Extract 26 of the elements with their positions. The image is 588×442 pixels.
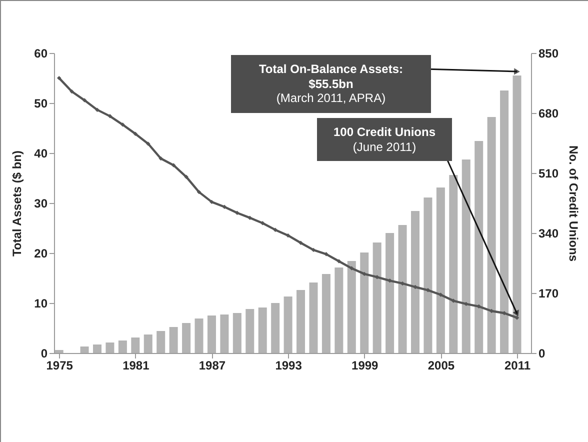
x-tick-label: 2011 xyxy=(504,358,531,372)
y-axis-title: Total Assets ($ bn) xyxy=(10,150,24,257)
y2-tick-label: 680 xyxy=(538,106,559,120)
annotation: Total On-Balance Assets: $55.5bn (March 2011, APRA) xyxy=(258,62,404,106)
annotation: 100 Credit Unions (June 2011) xyxy=(333,125,436,154)
x-tick-label: 1999 xyxy=(352,358,379,372)
x-tick-label: 1981 xyxy=(122,358,150,372)
y2-axis-title: No. of Credit Unions xyxy=(566,146,581,262)
y-tick-label: 30 xyxy=(34,196,48,210)
x-tick-label: 1975 xyxy=(46,358,74,372)
y-tick-label: 0 xyxy=(40,346,48,360)
x-tick-label: 1993 xyxy=(275,358,302,372)
y-tick-label: 60 xyxy=(34,46,48,60)
y-tick-label: 50 xyxy=(34,96,48,110)
y2-tick-label: 850 xyxy=(538,46,559,60)
y-tick-label: 10 xyxy=(34,296,48,310)
y2-tick-label: 0 xyxy=(538,346,546,360)
y2-tick-label: 510 xyxy=(538,166,559,180)
x-tick-label: 1987 xyxy=(198,358,226,372)
y2-tick-label: 170 xyxy=(538,286,559,300)
y-tick-label: 20 xyxy=(34,246,48,260)
callout-box: Total On-Balance Assets: $55.5bn (March 2011, APRA) xyxy=(231,55,431,113)
y2-tick-label: 340 xyxy=(538,226,559,240)
callout-box: 100 Credit Unions (June 2011) xyxy=(317,118,452,161)
x-tick-label: 2005 xyxy=(428,358,455,372)
y-tick-label: 40 xyxy=(34,146,48,160)
